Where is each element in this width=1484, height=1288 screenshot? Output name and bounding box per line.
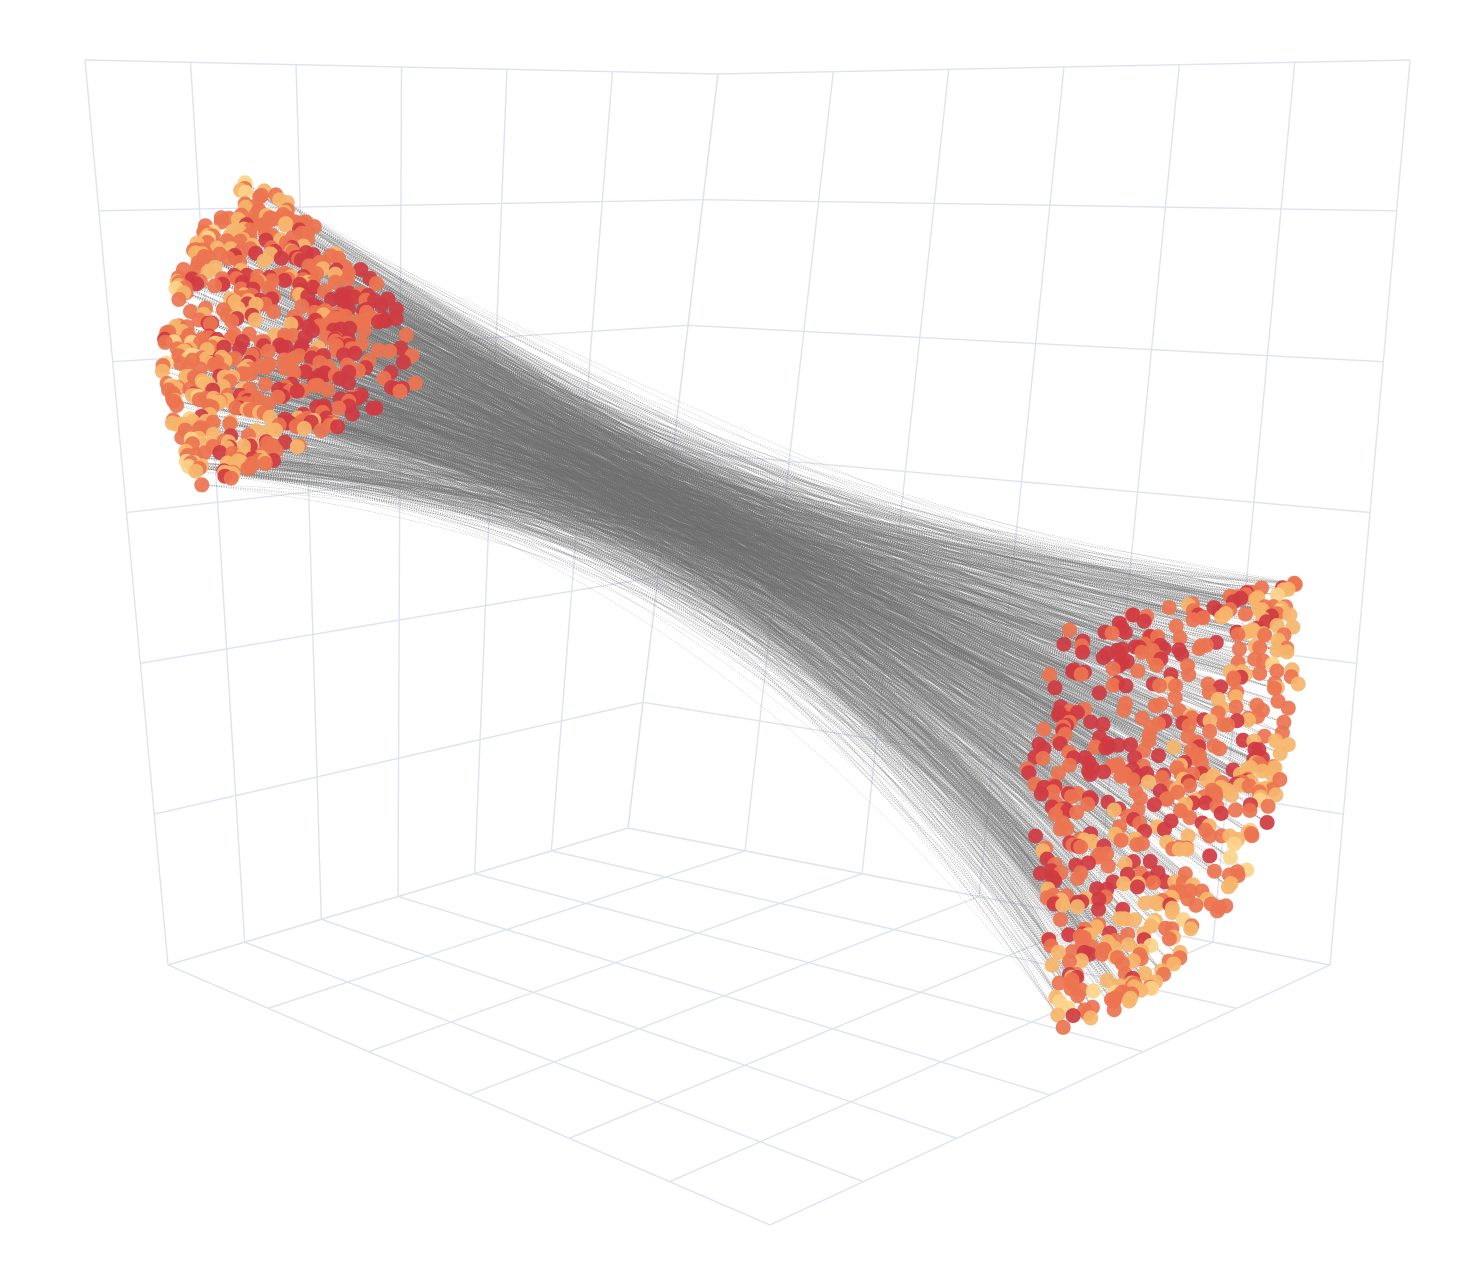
grid-line: [688, 325, 1383, 361]
grid-line: [398, 897, 1050, 1096]
